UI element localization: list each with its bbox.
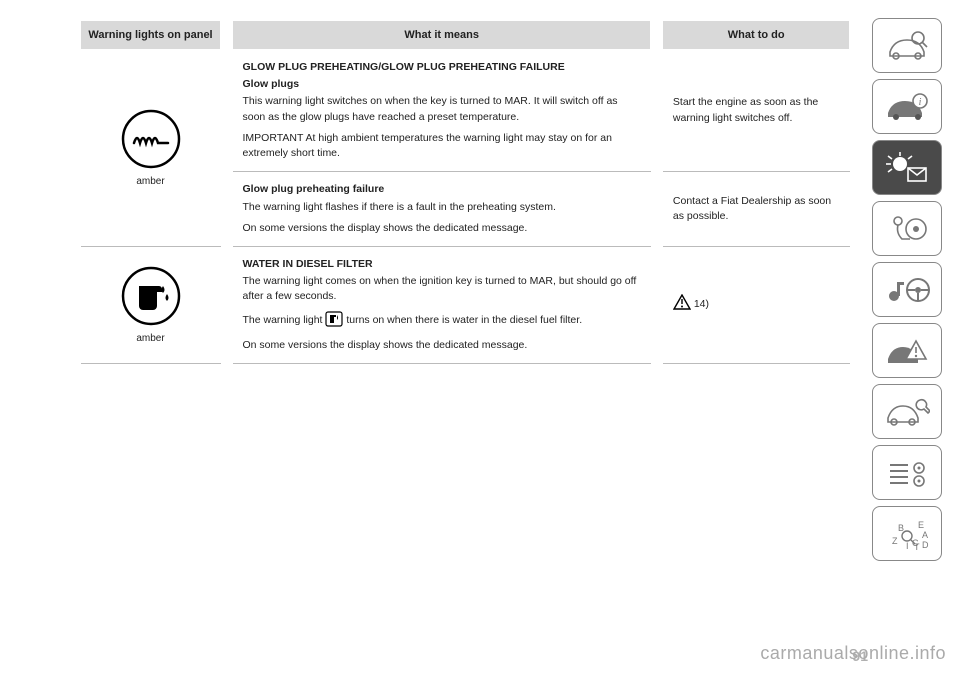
- body-text: On some versions the display shows the d…: [243, 221, 641, 236]
- sub-title: Glow plugs: [243, 77, 641, 92]
- meaning-cell: Glow plug preheating failure The warning…: [233, 172, 651, 247]
- row-title: GLOW PLUG PREHEATING/GLOW PLUG PREHEATIN…: [243, 60, 641, 75]
- header-col1: Warning lights on panel: [81, 21, 221, 50]
- sidebar-index[interactable]: ZBICEADT: [872, 506, 942, 561]
- action-cell: 14): [663, 246, 850, 363]
- action-cell: Contact a Fiat Dealership as soon as pos…: [663, 172, 850, 247]
- svg-text:I: I: [906, 541, 909, 551]
- sidebar-lamp-mail[interactable]: [872, 140, 942, 195]
- footnote: 14): [694, 298, 709, 310]
- sidebar-list-gear[interactable]: [872, 445, 942, 500]
- icon-label: amber: [119, 332, 183, 347]
- glow-plug-icon: amber: [119, 107, 183, 190]
- header-col2: What it means: [233, 21, 651, 50]
- table-row: amber GLOW PLUG PREHEATING/GLOW PLUG PRE…: [81, 50, 850, 172]
- icon-label: amber: [119, 175, 183, 190]
- warning-triangle-icon: [673, 294, 691, 315]
- svg-text:E: E: [918, 520, 924, 530]
- fuel-inline-icon: [325, 311, 343, 332]
- body-text: The warning light flashes if there is a …: [243, 200, 641, 215]
- sidebar-airbag[interactable]: [872, 201, 942, 256]
- svg-text:D: D: [922, 540, 929, 550]
- meaning-cell: GLOW PLUG PREHEATING/GLOW PLUG PREHEATIN…: [233, 50, 651, 172]
- section-sidebar: i ZBICEADT: [872, 18, 942, 567]
- svg-text:Z: Z: [892, 536, 898, 546]
- body-text: This warning light switches on when the …: [243, 94, 641, 124]
- sidebar-car-search[interactable]: [872, 18, 942, 73]
- svg-text:B: B: [898, 523, 904, 533]
- table-row: amber WATER IN DIESEL FILTER The warning…: [81, 246, 850, 363]
- svg-text:A: A: [922, 530, 928, 540]
- header-col3: What to do: [663, 21, 850, 50]
- meaning-cell: WATER IN DIESEL FILTER The warning light…: [233, 246, 651, 363]
- sidebar-car-service[interactable]: [872, 384, 942, 439]
- body-text: On some versions the display shows the d…: [243, 338, 641, 353]
- sub-title: Glow plug preheating failure: [243, 182, 641, 197]
- row-title: WATER IN DIESEL FILTER: [243, 257, 641, 272]
- important-note: IMPORTANT At high ambient temperatures t…: [243, 131, 641, 161]
- body-text: The warning light comes on when the igni…: [243, 274, 641, 304]
- svg-text:i: i: [919, 97, 922, 108]
- watermark: carmanualsonline.info: [760, 643, 946, 664]
- sidebar-car-warning[interactable]: [872, 323, 942, 378]
- sidebar-car-info[interactable]: i: [872, 79, 942, 134]
- body-text: The warning light turns on when there is…: [243, 311, 641, 332]
- sidebar-key-wheel[interactable]: [872, 262, 942, 317]
- water-in-fuel-icon: amber: [119, 264, 183, 347]
- action-cell: Start the engine as soon as the warning …: [663, 50, 850, 172]
- warning-table: Warning lights on panel What it means Wh…: [80, 20, 850, 364]
